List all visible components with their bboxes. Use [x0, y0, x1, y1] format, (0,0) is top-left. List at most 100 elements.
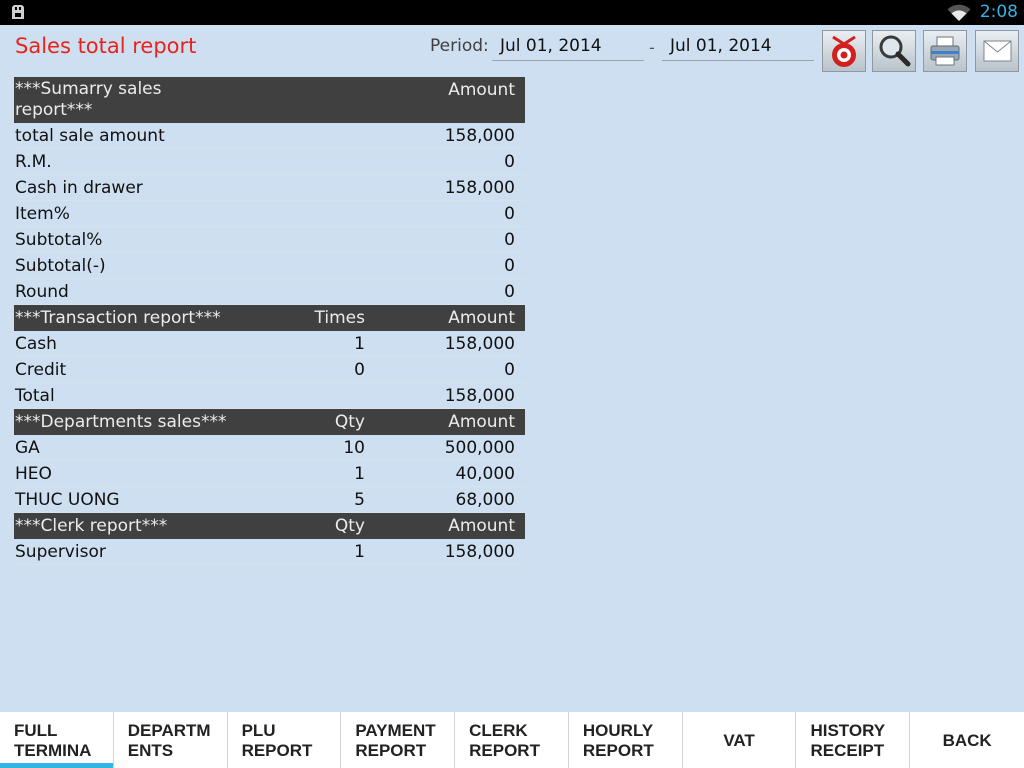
- tab-payment-report[interactable]: PAYMENT REPORT: [341, 712, 456, 768]
- row-amount: 40,000: [455, 464, 515, 484]
- table-row: Round 0: [14, 279, 525, 305]
- tab-label-line1: HISTORY: [810, 721, 886, 740]
- row-times: 1: [354, 334, 365, 354]
- column-header-times: Times: [314, 308, 365, 328]
- sd-card-icon: [12, 5, 24, 19]
- row-label: Cash in drawer: [15, 178, 143, 198]
- status-bar: 2:08: [0, 0, 1024, 25]
- table-row: Total 158,000: [14, 383, 525, 409]
- tab-departments[interactable]: DEPARTM ENTS: [114, 712, 228, 768]
- table-row: HEO 1 40,000: [14, 461, 525, 487]
- row-amount: 0: [504, 256, 515, 276]
- row-amount: 0: [504, 360, 515, 380]
- row-label: HEO: [15, 464, 52, 484]
- tab-label-line1: VAT: [723, 731, 755, 750]
- row-amount: 68,000: [455, 490, 515, 510]
- section-title: ***Departments sales***: [15, 412, 227, 432]
- clock: 2:08: [979, 2, 1018, 22]
- table-row: THUC UONG 5 68,000: [14, 487, 525, 513]
- row-amount: 158,000: [444, 542, 515, 562]
- table-row: total sale amount 158,000: [14, 123, 525, 149]
- departments-header-row: ***Departments sales*** Qty Amount: [14, 409, 525, 435]
- table-row: R.M. 0: [14, 149, 525, 175]
- column-header-amount: Amount: [448, 308, 515, 328]
- column-header-amount: Amount: [448, 80, 515, 100]
- stop-button[interactable]: [822, 30, 866, 72]
- row-amount: 0: [504, 152, 515, 172]
- row-label: Supervisor: [15, 542, 106, 562]
- row-amount: 158,000: [444, 126, 515, 146]
- tab-label-line1: HOURLY: [582, 721, 654, 740]
- row-label: R.M.: [15, 152, 52, 172]
- print-icon: [930, 36, 960, 66]
- tab-label-line2: ENTS: [127, 741, 174, 760]
- mail-button[interactable]: [975, 30, 1019, 72]
- tab-clerk-report[interactable]: CLERK REPORT: [455, 712, 569, 768]
- row-label: Round: [15, 282, 69, 302]
- row-label: total sale amount: [15, 126, 165, 146]
- row-label: GA: [15, 438, 40, 458]
- stop-icon: [832, 35, 856, 67]
- tab-label-line1: PLU: [241, 721, 276, 740]
- tab-full-terminal[interactable]: FULL TERMINA: [0, 712, 114, 768]
- summary-header-row: ***Sumarry sales report*** Amount: [14, 77, 525, 123]
- row-qty: 5: [354, 490, 365, 510]
- back-button[interactable]: BACK: [910, 712, 1024, 768]
- page-title: Sales total report: [15, 34, 197, 58]
- section-title: ***Clerk report***: [15, 516, 168, 536]
- tab-label-line1: BACK: [942, 731, 992, 750]
- column-header-qty: Qty: [334, 516, 365, 536]
- row-qty: 1: [354, 464, 365, 484]
- row-label: Total: [15, 386, 55, 406]
- row-amount: 158,000: [444, 334, 515, 354]
- transaction-header-row: ***Transaction report*** Times Amount: [14, 305, 525, 331]
- date-from-field[interactable]: Jul 01, 2014: [492, 33, 644, 61]
- section-title: ***Sumarry sales report***: [15, 79, 162, 120]
- row-amount: 0: [504, 204, 515, 224]
- row-amount: 500,000: [444, 438, 515, 458]
- row-qty: 1: [354, 542, 365, 562]
- date-to-field[interactable]: Jul 01, 2014: [662, 33, 814, 61]
- clerk-header-row: ***Clerk report*** Qty Amount: [14, 513, 525, 539]
- search-icon: [879, 35, 911, 67]
- tab-label-line1: DEPARTM: [127, 721, 211, 740]
- table-row: Supervisor 1 158,000: [14, 539, 525, 565]
- row-qty: 10: [343, 438, 365, 458]
- section-title: ***Transaction report***: [15, 308, 221, 328]
- column-header-amount: Amount: [448, 412, 515, 432]
- table-row: Cash 1 158,000: [14, 331, 525, 357]
- row-amount: 158,000: [444, 178, 515, 198]
- tab-label-line2: REPORT: [469, 741, 540, 760]
- table-row: Item% 0: [14, 201, 525, 227]
- wifi-icon: [947, 4, 971, 21]
- row-label: Cash: [15, 334, 57, 354]
- tab-label-line2: REPORT: [582, 741, 654, 760]
- tab-hourly-report[interactable]: HOURLY REPORT: [569, 712, 683, 768]
- tab-label-line1: FULL: [14, 721, 58, 740]
- table-row: Subtotal(-) 0: [14, 253, 525, 279]
- table-row: Subtotal% 0: [14, 227, 525, 253]
- bottom-nav: FULL TERMINA DEPARTM ENTS PLU REPORT PAYMEN…: [0, 712, 1024, 768]
- tab-history-receipt[interactable]: HISTORY RECEIPT: [796, 712, 911, 768]
- row-amount: 158,000: [444, 386, 515, 406]
- tab-label-line2: TERMINA: [14, 741, 92, 760]
- row-label: Subtotal(-): [15, 256, 106, 276]
- tab-label-line1: PAYMENT: [355, 721, 436, 740]
- tab-label-line2: RECEIPT: [810, 741, 885, 760]
- row-label: Item%: [15, 204, 70, 224]
- print-button[interactable]: [923, 30, 967, 72]
- column-header-amount: Amount: [448, 516, 515, 536]
- tab-plu-report[interactable]: PLU REPORT: [228, 712, 342, 768]
- tab-vat[interactable]: VAT: [683, 712, 797, 768]
- row-amount: 0: [504, 230, 515, 250]
- tab-label-line2: REPORT: [241, 741, 313, 760]
- table-row: Cash in drawer 158,000: [14, 175, 525, 201]
- search-button[interactable]: [872, 30, 916, 72]
- row-label: Subtotal%: [15, 230, 103, 250]
- sales-report-table: ***Sumarry sales report*** Amount total …: [14, 77, 525, 565]
- row-times: 0: [354, 360, 365, 380]
- tab-label-line2: REPORT: [355, 741, 427, 760]
- tab-label-line1: CLERK: [469, 721, 528, 740]
- period-label: Period:: [430, 36, 489, 56]
- row-label: THUC UONG: [15, 490, 120, 510]
